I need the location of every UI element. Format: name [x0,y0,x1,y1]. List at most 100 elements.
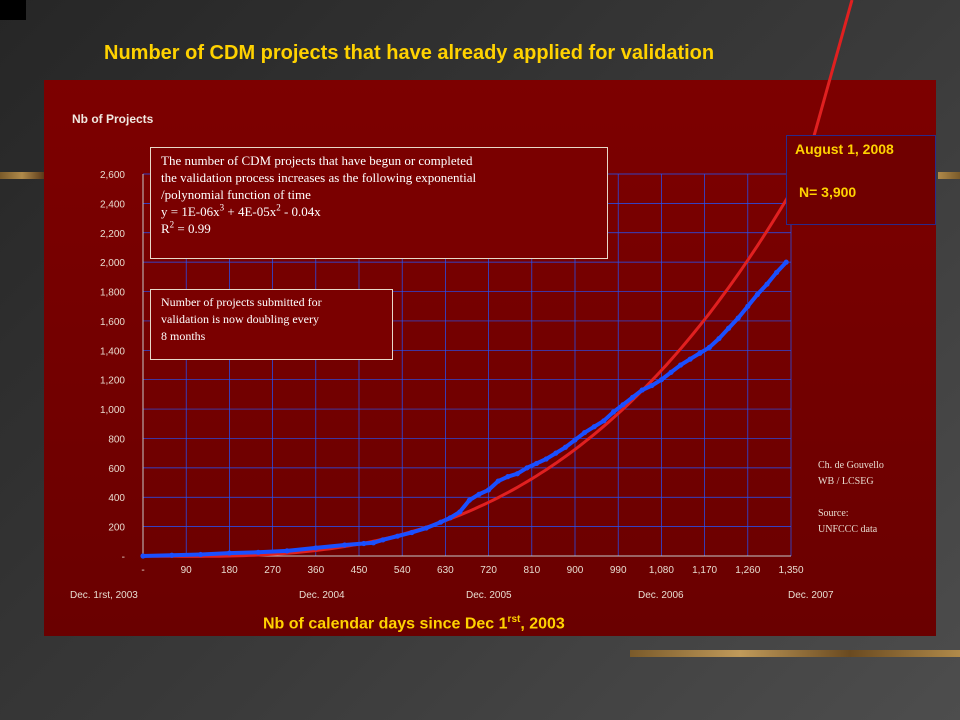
data-point [438,519,444,525]
y-tick-label: 1,600 [100,317,125,328]
decorative-stripe-bottom [630,650,960,657]
y-tick-label: 1,000 [100,405,125,416]
date-label-dec-2005: Dec. 2005 [466,590,512,601]
data-point [457,509,463,515]
data-point [423,525,429,531]
x-axis-title-text: Nb of calendar days since Dec 1 [263,615,508,633]
data-point [620,402,626,408]
data-point [486,487,492,493]
y-tick-label: - [122,552,125,563]
x-axis-title-year: , 2003 [520,615,565,633]
equation-exp-2: 2 [276,202,281,213]
annotation-line-2: the validation process increases as the … [161,170,477,185]
doubling-annotation: Number of projects submitted for validat… [150,289,393,360]
data-point [658,377,665,383]
data-point [601,418,607,424]
data-point [198,551,204,558]
data-point [476,491,482,497]
equation-term-a: y = 1E-06x [161,204,220,219]
data-point [284,548,290,554]
y-tick-label: 2,200 [100,229,125,240]
data-layer [140,259,789,559]
data-point [505,474,511,480]
data-point [140,553,146,559]
data-point [562,444,569,450]
date-label-dec-2004: Dec. 2004 [299,590,345,601]
x-tick-label: 720 [480,565,497,576]
data-point [745,303,751,309]
y-tick-label: 2,400 [100,199,125,210]
x-tick-label: 1,260 [735,565,760,576]
x-tick-label: 360 [307,565,324,576]
r-squared-line: R2 = 0.99 [161,220,601,237]
doubling-line-2: validation is now doubling every [161,312,319,326]
equation-exp-1: 3 [219,202,225,213]
data-point [572,437,578,443]
x-tick-label: 1,350 [778,565,803,576]
fit-curve [142,166,807,558]
data-point [524,465,530,471]
y-tick-label: 1,400 [100,346,125,357]
callout-count: N= 3,900 [799,184,857,200]
x-tick-label: - [141,565,144,576]
data-point [255,549,261,555]
y-tick-label: 400 [108,493,125,504]
data-point [342,542,348,548]
data-point [313,545,319,551]
data-point [447,515,453,521]
x-tick-label: 990 [610,565,627,576]
doubling-line-3: 8 months [161,329,206,343]
data-point [726,325,732,331]
r-exp: 2 [169,219,175,230]
data-point [735,315,741,321]
projection-callout: August 1, 2008 N= 3,900 [786,135,936,225]
data-point [409,529,415,536]
x-tick-label: 180 [221,565,238,576]
r-label: R [161,221,170,236]
credit-org: WB / LCSEG [818,476,874,487]
data-point [706,344,713,350]
data-point [226,550,232,556]
data-point [514,471,521,477]
y-tick-label: 800 [108,434,125,445]
data-point [169,552,175,558]
y-tick-label: 1,200 [100,376,125,387]
x-tick-label: 450 [351,565,368,576]
r-value: = 0.99 [174,221,211,236]
data-point [380,537,386,543]
y-tick-label: 2,600 [100,170,125,181]
credit-author: Ch. de Gouvello [818,460,884,471]
x-axis-title-sup: rst [507,614,521,625]
x-tick-label: 900 [567,565,584,576]
equation-term-c: - 0.04x [280,204,321,219]
x-tick-label: 630 [437,565,454,576]
data-point [495,478,501,484]
credit-source: UNFCCC data [818,524,878,535]
decorative-stripe-right [938,172,960,179]
data-point [649,382,655,389]
decorative-stripe-left [0,172,44,179]
data-point [687,356,693,362]
data-point [783,259,789,265]
date-label-dec-2003: Dec. 1rst, 2003 [70,590,138,601]
equation-term-b: + 4E-05x [224,204,277,219]
data-point [678,362,684,368]
equation-annotation: The number of CDM projects that have beg… [150,147,608,259]
data-point [774,269,780,276]
data-point [610,409,617,415]
data-point [630,394,636,400]
data-point [582,429,588,436]
x-tick-label: 1,080 [649,565,674,576]
date-label-dec-2006: Dec. 2006 [638,590,684,601]
y-tick-label: 2,000 [100,258,125,269]
y-tick-label: 600 [108,464,125,475]
data-point [466,497,472,503]
data-point [697,350,703,356]
corner-block [0,0,26,20]
x-axis-title: Nb of calendar days since Dec 1rst, 2003 [263,614,565,633]
y-tick-label: 200 [108,523,125,534]
y-tick-layer: - 200 400 600 800 1,000 1,200 1,400 1,600 1,800 2,… [100,170,125,563]
fit-layer [142,0,854,558]
annotation-line-1: The number of CDM projects that have beg… [161,153,473,168]
data-point [716,335,722,342]
